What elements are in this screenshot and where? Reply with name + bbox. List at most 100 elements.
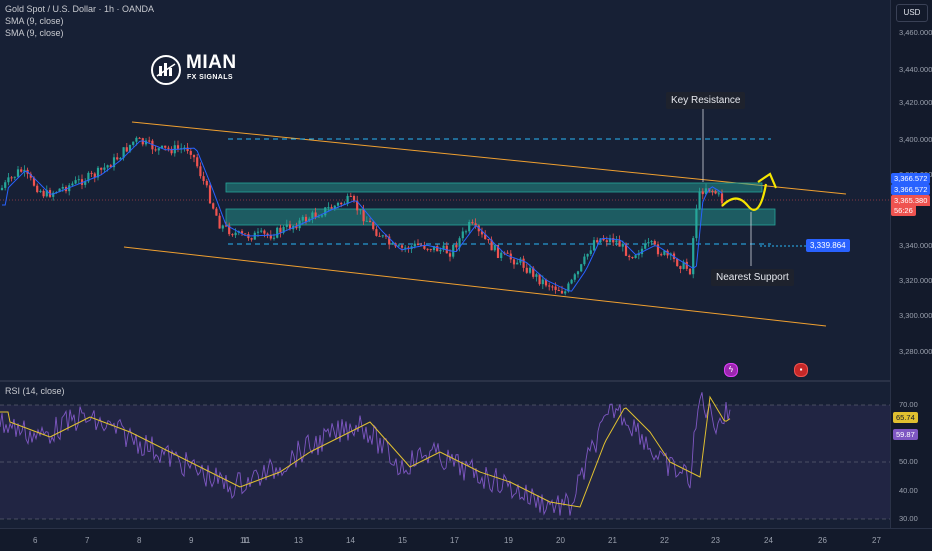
- candle-body: [260, 230, 263, 232]
- candle-body: [605, 240, 608, 243]
- candle-body: [77, 179, 80, 181]
- candle-body: [218, 215, 221, 229]
- time-tick: 23: [711, 536, 720, 545]
- candle-body: [71, 183, 74, 186]
- time-tick: 7: [85, 536, 90, 545]
- price-tick: 3,300.000: [899, 311, 932, 320]
- candle-body: [215, 208, 218, 216]
- resistance-zone: [225, 182, 763, 193]
- price-chart-canvas[interactable]: [0, 0, 890, 380]
- price-tick: 3,440.000: [899, 65, 932, 74]
- rsi-line: [0, 392, 731, 516]
- candle-body: [148, 140, 151, 142]
- sma-legend-1[interactable]: SMA (9, close): [5, 16, 64, 26]
- candle-body: [714, 191, 717, 194]
- candle-body: [634, 255, 637, 258]
- candle-body: [464, 231, 468, 233]
- candle-body: [644, 243, 647, 249]
- candle-body: [231, 234, 234, 236]
- candle-body: [404, 247, 407, 249]
- candle-body: [656, 244, 660, 255]
- sma-legend-2[interactable]: SMA (9, close): [5, 28, 64, 38]
- candle-body: [458, 238, 461, 248]
- candle-body: [612, 238, 615, 243]
- candle-body: [52, 192, 55, 197]
- candle-body: [580, 264, 583, 272]
- candle-body: [122, 147, 125, 158]
- candle-body: [487, 239, 490, 241]
- candle-body: [525, 267, 528, 273]
- time-tick: 15: [398, 536, 407, 545]
- candle-body: [551, 286, 554, 288]
- projection-path: [721, 183, 768, 211]
- candle-body: [176, 145, 180, 149]
- us-flag-event-icon[interactable]: ▪: [794, 363, 808, 377]
- price-tick: 3,400.000: [899, 135, 932, 144]
- logo-name: MIAN: [186, 52, 237, 73]
- candle-body: [682, 261, 685, 269]
- candle-body: [285, 224, 288, 227]
- candle-body: [538, 274, 541, 285]
- upper-channel-line: [131, 121, 847, 195]
- logo-subtitle: FX SIGNALS: [187, 74, 234, 81]
- candle-body: [608, 238, 612, 243]
- candle-body: [301, 216, 304, 221]
- candle-body: [119, 157, 122, 160]
- candle-body: [116, 157, 119, 160]
- candle-body: [397, 245, 400, 247]
- candle-body: [413, 243, 416, 247]
- candle-body: [90, 172, 93, 174]
- candle-body: [570, 279, 573, 284]
- candle-body: [349, 195, 352, 197]
- pane-divider[interactable]: [0, 380, 932, 382]
- candle-body: [42, 190, 45, 197]
- candle-body: [381, 235, 384, 237]
- candle-body: [157, 148, 160, 151]
- rsi-pane[interactable]: RSI (14, close): [0, 382, 890, 528]
- candle-body: [676, 258, 679, 267]
- candle-body: [103, 167, 106, 170]
- currency-button[interactable]: USD: [896, 4, 928, 22]
- candle-body: [519, 258, 522, 263]
- candle-body: [375, 229, 378, 236]
- rsi-canvas[interactable]: [0, 382, 890, 528]
- candle-body: [416, 243, 420, 246]
- main-chart-pane[interactable]: Gold Spot / U.S. Dollar · 1h · OANDA SMA…: [0, 0, 890, 380]
- candle-body: [16, 169, 20, 177]
- rsi-legend[interactable]: RSI (14, close): [5, 386, 65, 396]
- time-tick: 6: [33, 536, 38, 545]
- candle-body: [154, 149, 157, 151]
- nearest-support-label[interactable]: Nearest Support: [711, 269, 794, 286]
- candle-body: [346, 195, 349, 204]
- candle-body: [250, 238, 253, 240]
- candle-body: [512, 259, 516, 265]
- candle-body: [314, 212, 317, 218]
- candle-body: [372, 222, 375, 230]
- bull-logo-icon: [151, 55, 181, 85]
- lightning-event-icon[interactable]: ϟ: [724, 363, 738, 377]
- candle-body: [327, 207, 330, 209]
- candle-body: [663, 250, 666, 255]
- candle-body: [711, 191, 714, 193]
- sma-line: [2, 140, 723, 292]
- rsi-tick: 40.00: [899, 486, 918, 495]
- key-resistance-label[interactable]: Key Resistance: [666, 92, 746, 109]
- candle-body: [426, 248, 429, 250]
- support-price-tag[interactable]: 3,339.864: [806, 239, 850, 252]
- candle-body: [548, 285, 551, 287]
- candle-body: [29, 173, 32, 178]
- candle-body: [141, 138, 144, 145]
- candle-body: [282, 226, 285, 233]
- candle-body: [679, 266, 682, 269]
- candle-body: [484, 234, 487, 240]
- symbol-title[interactable]: Gold Spot / U.S. Dollar · 1h · OANDA: [5, 4, 155, 14]
- candle-body: [276, 227, 279, 238]
- candle-body: [164, 145, 167, 148]
- time-axis[interactable]: 6 7 8 9 10 11 13 14 15 17 19 20 21 22 23…: [0, 528, 932, 551]
- candle-body: [592, 240, 596, 251]
- price-axis[interactable]: USD 3,460.000 3,440.000 3,420.000 3,400.…: [890, 0, 932, 528]
- candle-body: [384, 235, 388, 237]
- candle-body: [80, 179, 84, 185]
- candle-body: [528, 267, 532, 273]
- candle-body: [720, 193, 724, 204]
